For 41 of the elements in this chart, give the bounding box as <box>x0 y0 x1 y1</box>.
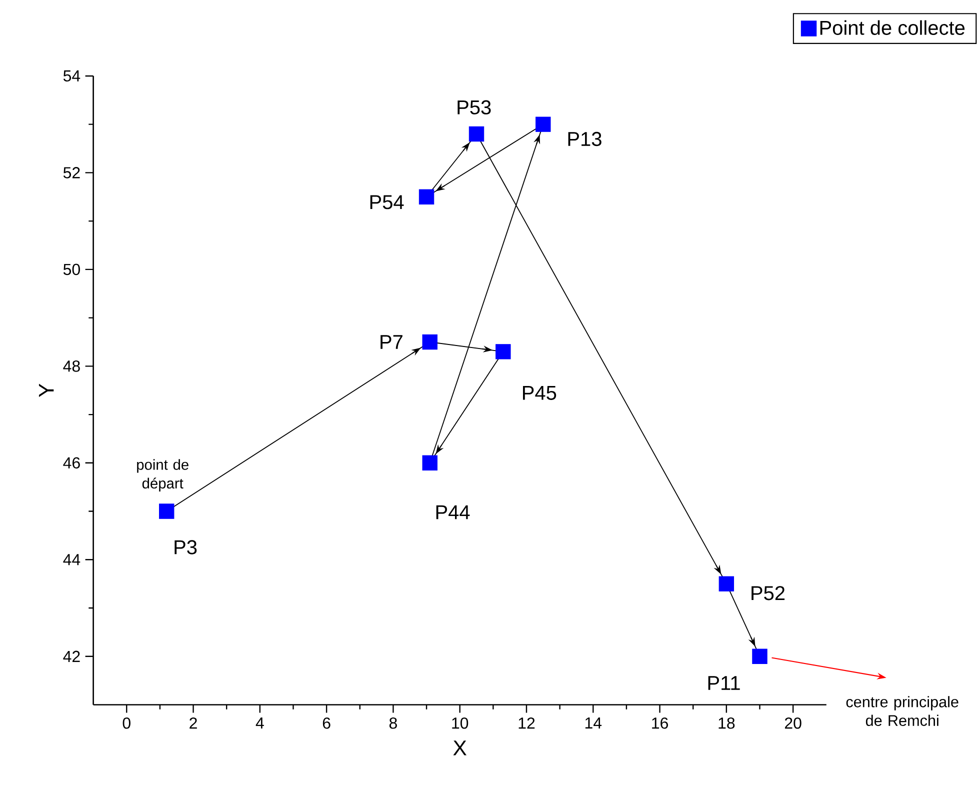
annotation: P45 <box>522 386 556 400</box>
point <box>536 116 551 132</box>
annotation: P13 <box>568 132 602 146</box>
x-tick-label: 18 <box>718 718 735 729</box>
x-tick-label: 0 <box>122 718 130 729</box>
x-axis-title: X <box>453 740 467 756</box>
x-tick-label: 14 <box>585 718 602 729</box>
point <box>418 189 434 205</box>
y-tick-label: 42 <box>63 650 80 662</box>
text: centre principale de Remchi <box>846 696 958 726</box>
y-tick-label: 44 <box>63 554 80 566</box>
point <box>422 334 438 350</box>
y-tick-label: 54 <box>63 70 80 82</box>
point <box>718 576 734 592</box>
legend-label: Point de collecte <box>820 20 965 36</box>
x-tick-label: 16 <box>652 718 668 729</box>
x-tick-label: 10 <box>452 718 468 729</box>
point <box>159 504 174 520</box>
annotation: point de départ <box>137 459 188 492</box>
y-tick-label: 50 <box>63 264 80 276</box>
annotation: P7 <box>380 335 402 350</box>
y-tick-label: 52 <box>63 167 80 178</box>
x-tick-label: 2 <box>190 718 197 729</box>
point <box>496 344 511 360</box>
annotation: P52 <box>752 586 785 600</box>
point <box>752 648 768 664</box>
x-tick-label: 12 <box>518 718 535 729</box>
annotation: P3 <box>174 540 197 554</box>
annotation: P53 <box>458 100 491 115</box>
point <box>422 455 438 471</box>
x-tick-label: 8 <box>389 718 397 729</box>
y-tick-label: 46 <box>63 457 80 469</box>
x-tick-label: 4 <box>256 718 264 729</box>
y-tick-label: 48 <box>63 360 80 372</box>
annotation: P11 <box>708 676 740 690</box>
x-tick-label: 6 <box>322 718 330 729</box>
x-tick-label: 20 <box>784 718 802 729</box>
annotation: P54 <box>370 195 404 210</box>
annotation: P44 <box>436 505 470 520</box>
y-axis-title: Y <box>38 384 54 398</box>
point <box>468 126 484 142</box>
